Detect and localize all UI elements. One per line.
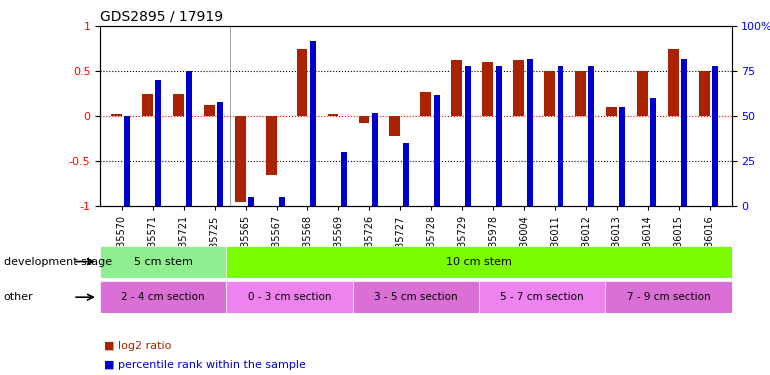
Bar xyxy=(605,281,732,313)
Bar xyxy=(172,94,184,116)
Text: 5 cm stem: 5 cm stem xyxy=(134,256,192,267)
Bar xyxy=(527,58,533,206)
Text: 2 - 4 cm section: 2 - 4 cm section xyxy=(122,292,205,302)
Bar xyxy=(327,114,339,116)
Bar xyxy=(403,143,409,206)
Text: other: other xyxy=(4,292,34,302)
Bar xyxy=(496,66,501,206)
Bar xyxy=(142,94,152,116)
Bar xyxy=(204,105,215,116)
Bar xyxy=(310,40,316,206)
Bar xyxy=(217,102,223,206)
Text: ■ log2 ratio: ■ log2 ratio xyxy=(104,341,171,351)
Bar xyxy=(420,92,431,116)
Bar xyxy=(681,58,688,206)
Bar xyxy=(226,246,732,278)
Bar xyxy=(248,197,254,206)
Bar xyxy=(155,80,161,206)
Bar xyxy=(619,107,625,206)
Bar xyxy=(353,281,479,313)
Bar xyxy=(479,281,605,313)
Bar xyxy=(359,116,370,123)
Bar xyxy=(100,246,226,278)
Bar xyxy=(557,66,564,206)
Bar xyxy=(514,60,524,116)
Text: development stage: development stage xyxy=(4,256,112,267)
Bar xyxy=(226,281,353,313)
Bar xyxy=(464,66,470,206)
Text: 0 - 3 cm section: 0 - 3 cm section xyxy=(248,292,331,302)
Bar xyxy=(575,71,586,116)
Bar xyxy=(637,71,648,116)
Bar xyxy=(699,71,710,116)
Bar xyxy=(296,49,307,116)
Bar xyxy=(482,62,493,116)
Text: ■ percentile rank within the sample: ■ percentile rank within the sample xyxy=(104,360,306,369)
Bar xyxy=(111,114,122,116)
Bar xyxy=(341,152,346,206)
Bar xyxy=(124,116,130,206)
Bar xyxy=(588,66,594,206)
Bar xyxy=(451,60,462,116)
Bar xyxy=(266,116,276,175)
Bar xyxy=(390,116,400,136)
Bar xyxy=(372,112,378,206)
Bar xyxy=(186,71,192,206)
Bar xyxy=(544,71,555,116)
Bar xyxy=(235,116,246,202)
Bar xyxy=(712,66,718,206)
Text: GDS2895 / 17919: GDS2895 / 17919 xyxy=(100,10,223,24)
Text: 5 - 7 cm section: 5 - 7 cm section xyxy=(500,292,584,302)
Bar xyxy=(606,107,617,116)
Bar xyxy=(434,94,440,206)
Text: 10 cm stem: 10 cm stem xyxy=(446,256,512,267)
Bar xyxy=(668,49,679,116)
Text: 3 - 5 cm section: 3 - 5 cm section xyxy=(374,292,457,302)
Text: 7 - 9 cm section: 7 - 9 cm section xyxy=(627,292,710,302)
Bar xyxy=(279,197,285,206)
Bar xyxy=(651,98,656,206)
Bar xyxy=(100,281,226,313)
